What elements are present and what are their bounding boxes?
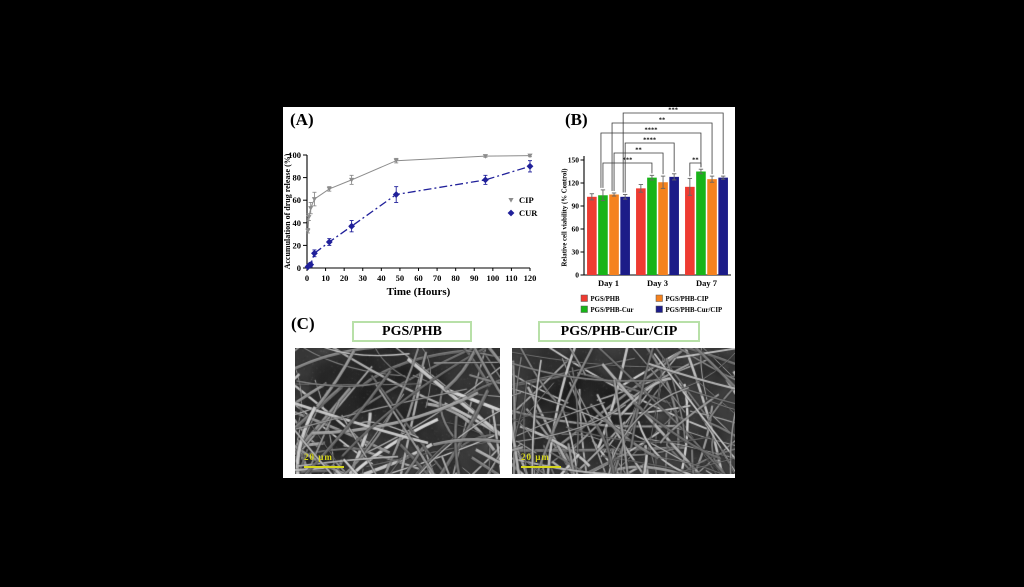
svg-text:0: 0 [305, 273, 309, 283]
bar-groups [587, 168, 728, 275]
svg-text:60: 60 [572, 225, 580, 234]
scale-bar-text: 20 µm [521, 452, 550, 462]
drug-release-line-chart: 0 10 20 30 40 50 60 70 80 90 100 110 120 0 20 40 60 80 100… [283, 150, 538, 298]
svg-text:70: 70 [433, 273, 442, 283]
svg-text:120: 120 [524, 273, 537, 283]
scale-bar-line [521, 466, 561, 468]
svg-text:30: 30 [359, 273, 368, 283]
svg-text:****: **** [644, 127, 657, 134]
sem-micrograph [295, 348, 500, 474]
svg-text:**: ** [692, 157, 699, 164]
svg-text:Relative cell viability (% Con: Relative cell viability (% Control) [562, 168, 569, 266]
svg-text:0: 0 [575, 271, 579, 280]
svg-text:20: 20 [340, 273, 349, 283]
svg-text:150: 150 [568, 156, 580, 165]
cell-viability-bar-chart: 0 30 60 90 120 150 Relative cell viability (% … [562, 107, 731, 314]
svg-text:120: 120 [568, 179, 580, 188]
scale-bar: 20 µm [304, 447, 344, 468]
bar-series-0 [587, 177, 695, 275]
svg-text:CUR: CUR [519, 208, 538, 218]
svg-text:***: *** [668, 107, 678, 114]
svg-text:60: 60 [293, 195, 302, 205]
panel-c-label: (C) [291, 314, 315, 333]
series-cur [304, 160, 534, 271]
panel-b-label: (B) [565, 110, 588, 129]
svg-text:100: 100 [288, 150, 301, 160]
svg-text:PGS/PHB: PGS/PHB [591, 296, 621, 303]
svg-text:PGS/PHB-Cur: PGS/PHB-Cur [591, 307, 634, 314]
svg-text:Day 1: Day 1 [598, 278, 619, 288]
sem-image-pgs-phb-cur-cip: 20 µm [512, 348, 735, 474]
svg-text:90: 90 [470, 273, 479, 283]
svg-text:20: 20 [293, 240, 302, 250]
sem-title-pgs-phb: PGS/PHB [352, 321, 472, 342]
svg-text:Day 7: Day 7 [696, 278, 718, 288]
svg-text:80: 80 [451, 273, 460, 283]
sem-image-pgs-phb: 20 µm [295, 348, 500, 474]
svg-text:PGS/PHB-Cur/CIP: PGS/PHB-Cur/CIP [666, 307, 723, 314]
svg-text:Day 3: Day 3 [647, 278, 668, 288]
svg-text:50: 50 [396, 273, 405, 283]
svg-text:Time (Hours): Time (Hours) [387, 286, 451, 298]
svg-text:**: ** [659, 117, 666, 124]
bar-series-2 [609, 175, 717, 275]
svg-text:110: 110 [505, 273, 517, 283]
svg-text:90: 90 [572, 202, 580, 211]
svg-text:80: 80 [293, 173, 302, 183]
bar-series-3 [620, 173, 728, 275]
scale-bar: 20 µm [521, 447, 561, 468]
svg-text:***: *** [623, 157, 633, 164]
svg-text:0: 0 [297, 263, 301, 273]
svg-text:40: 40 [293, 218, 302, 228]
line-chart-legend: CIP CUR [507, 195, 538, 218]
series-cip [305, 153, 533, 234]
svg-text:****: **** [643, 137, 656, 144]
bar-chart-legend: PGS/PHB PGS/PHB-Cur PGS/PHB-CIP PGS/PHB-Cur… [580, 294, 723, 314]
sem-micrograph [512, 348, 735, 474]
significance-brackets: ******************** [600, 107, 724, 193]
line-chart-axes: 0 10 20 30 40 50 60 70 80 90 100 110 120 0 20 40 60 80 100… [283, 150, 536, 298]
svg-text:40: 40 [377, 273, 386, 283]
svg-text:10: 10 [321, 273, 330, 283]
figure-panel: (A) 0 10 20 30 40 50 60 70 80 90 100 110 120 0 20 40 60 8… [283, 107, 735, 478]
scale-bar-line [304, 466, 344, 468]
panel-a-label: (A) [290, 110, 314, 129]
svg-text:Accumulation of drug release (: Accumulation of drug release (%) [283, 153, 292, 269]
svg-text:60: 60 [414, 273, 423, 283]
svg-text:30: 30 [572, 248, 580, 257]
svg-text:**: ** [635, 147, 642, 154]
scale-bar-text: 20 µm [304, 452, 333, 462]
svg-text:CIP: CIP [519, 195, 534, 205]
bar-series-1 [598, 168, 706, 275]
svg-text:PGS/PHB-CIP: PGS/PHB-CIP [666, 296, 709, 303]
svg-text:100: 100 [486, 273, 499, 283]
bar-chart-axes: 0 30 60 90 120 150 Relative cell viability (% … [562, 156, 731, 288]
sem-title-pgs-phb-cur-cip: PGS/PHB-Cur/CIP [538, 321, 700, 342]
